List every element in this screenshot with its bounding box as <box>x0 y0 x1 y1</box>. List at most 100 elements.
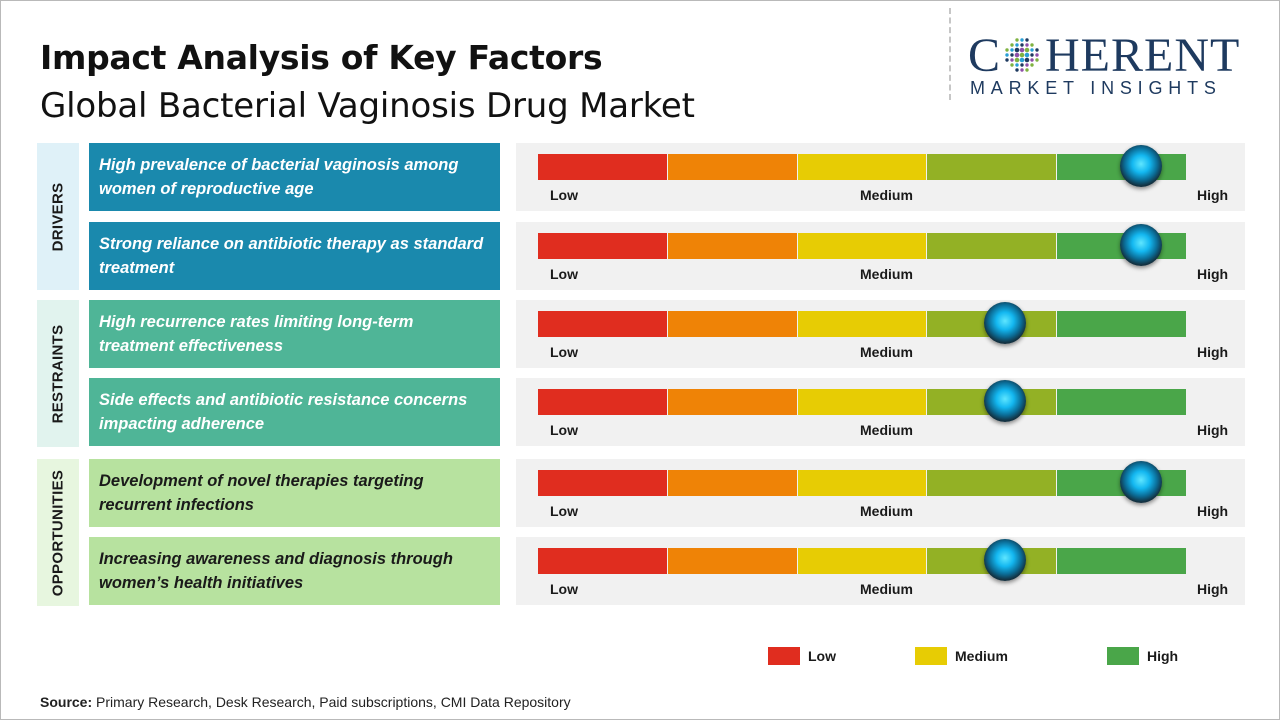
gauge-bar <box>538 389 1186 415</box>
factor-label: Side effects and antibiotic resistance c… <box>89 378 500 446</box>
category-label: DRIVERS <box>49 182 67 251</box>
gauge-segment-1 <box>538 154 668 180</box>
gauge-medium-label: Medium <box>860 503 913 519</box>
gauge-segment-3 <box>797 470 928 496</box>
logo-dot <box>1030 43 1034 47</box>
logo-dot <box>1025 68 1029 72</box>
gauge-medium-label: Medium <box>860 422 913 438</box>
logo-dot <box>1005 58 1009 62</box>
logo-dot <box>1014 52 1020 58</box>
factor-label: High recurrence rates limiting long-term… <box>89 300 500 368</box>
logo-dot <box>1035 53 1039 57</box>
source-note: Source: Primary Research, Desk Research,… <box>40 694 571 710</box>
source-text: Primary Research, Desk Research, Paid su… <box>96 694 571 710</box>
gauge-segment-2 <box>667 548 798 574</box>
gauge-low-label: Low <box>550 581 578 597</box>
logo-dot <box>1030 63 1034 67</box>
logo-dot <box>1015 43 1019 47</box>
company-logo: C HERENT MARKET INSIGHTS <box>968 30 1268 102</box>
logo-dot <box>1020 68 1024 72</box>
gauge-low-label: Low <box>550 187 578 203</box>
gauge-segment-3 <box>797 154 928 180</box>
impact-gauge: Low Medium High <box>516 378 1245 446</box>
logo-dot <box>1010 63 1014 67</box>
gauge-segment-2 <box>667 154 798 180</box>
gauge-high-label: High <box>1197 581 1229 597</box>
logo-dot <box>1020 63 1024 67</box>
logo-dot <box>1020 38 1024 42</box>
gauge-low-label: Low <box>550 266 578 282</box>
logo-dot <box>1014 57 1020 63</box>
gauge-segment-3 <box>797 548 928 574</box>
logo-dot <box>1014 47 1020 53</box>
logo-dot <box>1019 52 1025 58</box>
impact-gauge: Low Medium High <box>516 459 1245 527</box>
gauge-segment-1 <box>538 470 668 496</box>
gauge-low-label: Low <box>550 503 578 519</box>
gauge-indicator-knob <box>1119 224 1162 266</box>
gauge-bar <box>538 470 1186 496</box>
impact-gauge: Low Medium High <box>516 300 1245 368</box>
gauge-segment-4 <box>927 154 1058 180</box>
legend-swatch <box>915 647 947 665</box>
gauge-indicator-knob <box>983 380 1026 422</box>
factor-label: High prevalence of bacterial vaginosis a… <box>89 143 500 211</box>
logo-dot <box>1005 53 1009 57</box>
logo-dot <box>1030 48 1034 52</box>
gauge-segment-2 <box>667 470 798 496</box>
gauge-high-label: High <box>1197 503 1229 519</box>
gauge-medium-label: Medium <box>860 344 913 360</box>
gauge-medium-label: Medium <box>860 266 913 282</box>
gauge-bar <box>538 154 1186 180</box>
gauge-indicator-knob <box>983 302 1026 344</box>
logo-letter-c: C <box>968 29 1002 82</box>
gauge-high-label: High <box>1197 344 1229 360</box>
logo-dot <box>1019 47 1025 53</box>
category-restraints: RESTRAINTS <box>37 300 79 447</box>
gauge-medium-label: Medium <box>860 187 913 203</box>
source-prefix: Source: <box>40 694 93 710</box>
logo-dot <box>1005 48 1009 52</box>
gauge-segment-1 <box>538 548 668 574</box>
legend-label: Low <box>808 648 836 664</box>
logo-dot <box>1015 68 1019 72</box>
gauge-indicator-knob <box>983 539 1026 581</box>
logo-tagline: MARKET INSIGHTS <box>970 78 1222 98</box>
gauge-high-label: High <box>1197 187 1229 203</box>
factor-label: Strong reliance on antibiotic therapy as… <box>89 222 500 290</box>
gauge-segment-3 <box>797 233 928 259</box>
logo-divider <box>949 8 951 100</box>
gauge-bar <box>538 233 1186 259</box>
gauge-segment-4 <box>927 470 1058 496</box>
gauge-segment-2 <box>667 311 798 337</box>
gauge-high-label: High <box>1197 422 1229 438</box>
gauge-segment-2 <box>667 389 798 415</box>
gauge-segment-3 <box>797 311 928 337</box>
logo-dot-mark-icon <box>1005 38 1039 72</box>
impact-gauge: Low Medium High <box>516 143 1245 211</box>
factor-label: Development of novel therapies targeting… <box>89 459 500 527</box>
logo-dot <box>1035 48 1039 52</box>
gauge-low-label: Low <box>550 422 578 438</box>
logo-dot <box>1010 53 1014 57</box>
category-label: RESTRAINTS <box>49 324 67 423</box>
gauge-segment-5 <box>1057 311 1186 337</box>
logo-dot <box>1010 58 1014 62</box>
category-drivers: DRIVERS <box>37 143 79 290</box>
logo-dot <box>1015 38 1019 42</box>
legend-label: High <box>1147 648 1179 664</box>
page-title: Impact Analysis of Key Factors <box>40 38 603 77</box>
legend-swatch <box>1107 647 1139 665</box>
logo-dot <box>1024 47 1030 53</box>
gauge-segment-1 <box>538 311 668 337</box>
logo-dot <box>1015 63 1019 67</box>
gauge-bar <box>538 311 1186 337</box>
category-label: OPPORTUNITIES <box>49 469 67 596</box>
logo-wordmark: C HERENT <box>968 30 1240 82</box>
gauge-low-label: Low <box>550 344 578 360</box>
gauge-segment-1 <box>538 389 668 415</box>
gauge-bar <box>538 548 1186 574</box>
gauge-medium-label: Medium <box>860 581 913 597</box>
logo-dot <box>1030 58 1034 62</box>
logo-dot <box>1020 43 1024 47</box>
